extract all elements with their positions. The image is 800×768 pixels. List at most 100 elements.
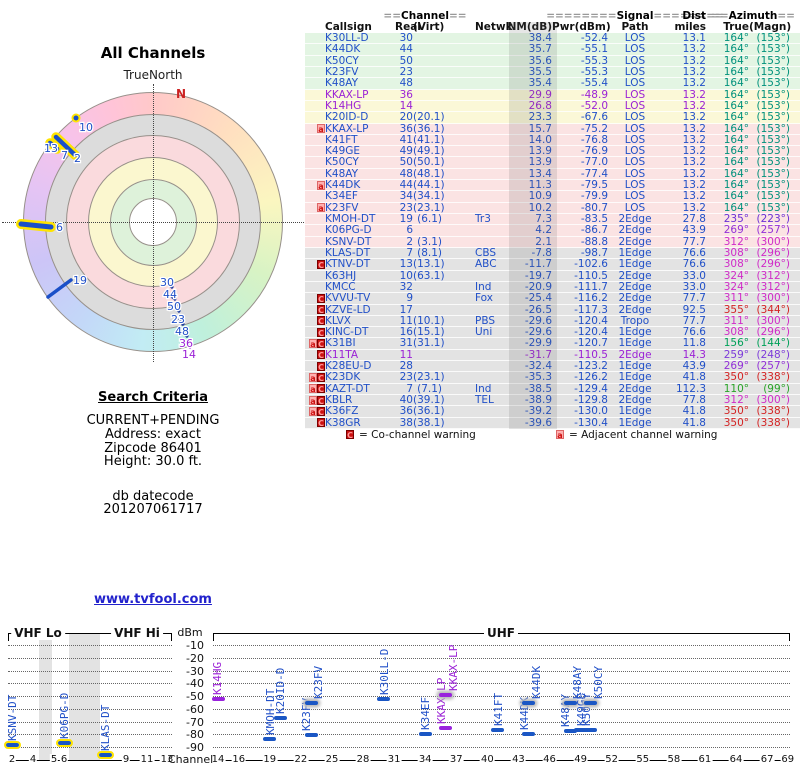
co-channel-warning-text: = Co-channel warning [359,429,476,441]
warning-flags [305,191,325,201]
adjacent-channel-warning-icon: a [309,395,317,406]
cell-mi: 77.7 [682,314,706,327]
cell-mg: (153°) [756,190,790,203]
cell-cs: K30LL-D [325,32,369,44]
warning-flags [305,214,325,224]
gridline [8,721,172,723]
cell-cs: K41FT [325,133,358,146]
cell-tr: 164° [723,77,749,90]
cell-vi: (38.1) [413,416,445,429]
gridline [213,670,790,672]
cell-mg: (300°) [756,292,790,305]
cell-mg: (312°) [756,280,790,293]
signal-label-K48AY: K48AY [559,693,573,727]
website-link[interactable]: www.tvfool.com [94,592,212,607]
band-label-uhf: UHF [484,626,518,640]
cell-tr: 324° [723,280,749,293]
cell-mg: (223°) [756,213,790,225]
column-group-dist: Dist [682,10,706,22]
cell-tr: 164° [723,88,749,101]
cell-mg: (338°) [756,405,790,418]
website-link-wrap: www.tvfool.com [0,592,306,607]
cell-nw [442,124,497,134]
cell-cs: K06PG-D [325,224,372,237]
cell-re: 7 [406,382,413,395]
cell-mi: 41.8 [682,405,706,418]
cell-re: 20 [399,111,413,124]
radar-crosshair-horizontal [2,222,306,223]
cell-cs: K48AY [325,77,359,90]
y-tick-label: -30 [186,664,204,678]
warning-flags [305,33,325,43]
cell-pa: 1Edge [618,246,652,259]
cell-nw [442,169,497,179]
cell-mg: (153°) [756,133,790,146]
column-group-signal: ========Signal======== [546,10,724,22]
cell-pa: LOS [624,111,646,124]
cell-re: 34 [399,190,413,203]
channel-tick-label: 43 [511,754,526,765]
cell-re: 17 [399,303,413,316]
cell-cs: KSNV-DT [325,235,372,248]
warning-flags [305,90,325,100]
cell-mi: 13.2 [682,111,706,124]
cell-nw [442,338,497,348]
cell-tr: 350° [723,416,749,429]
cell-pa: LOS [624,145,646,158]
db-datecode-value: 201207061717 [103,502,203,517]
cell-re: 11 [399,348,413,361]
cell-nm: -29.6 [524,326,552,339]
table-row: K50CY 50 35.6 -55.3 LOS 13.2 164° (153°) [305,55,800,67]
cell-tr: 156° [723,337,749,350]
cell-nw: Tr3 [475,213,491,225]
cell-cs: K14HG [325,99,362,112]
cell-mi: 14.3 [682,348,706,361]
cell-nm: 13.4 [528,167,552,180]
cell-nm: -29.6 [524,314,552,327]
cell-vi [413,78,442,88]
table-row: K14HG 14 26.8 -52.0 LOS 13.2 164° (153°) [305,99,800,113]
cell-vi: (49.1) [413,145,445,158]
cell-vi: (7.1) [417,382,442,395]
cell-nw [442,90,497,100]
signal-label-K34EF: K34EF [419,696,433,731]
cell-nm: -19.7 [524,269,552,282]
co-channel-warning-icon: C [317,327,325,338]
table-body: K30LL-D 30 38.4 -52.4 LOS 13.1 164° (153°) K44DK… [305,33,800,429]
table-row: K49GE 49 (49.1) 13.9 -76.9 LOS 13.2 164° (153°) [305,145,800,158]
cell-cs: K23FV [325,65,359,78]
co-channel-warning-icon: C [317,418,325,429]
signal-bar-K50CY [584,728,598,733]
cell-tr: 350° [723,405,749,418]
cell-pa: 1Edge [618,405,652,418]
cell-nw [442,225,497,235]
cell-pa: 1Edge [618,326,652,339]
adjacent-channel-warning-icon: a [309,372,317,383]
cell-nw [442,406,497,416]
signal-label-K23FV: K23FV [300,698,314,732]
signal-bar-K48AY [563,728,577,733]
column-header-re: Real [395,21,421,33]
cell-tr: 311° [723,292,749,305]
cell-nm: -11.7 [524,258,552,271]
cell-mg: (296°) [756,246,790,259]
cell-nm: 15.7 [528,122,552,135]
warning-flags: a [305,203,325,213]
cell-pw: -120.7 [574,337,608,350]
cell-pw: -80.7 [580,201,608,214]
cell-re: 48 [399,167,413,180]
signal-label-KMOH-DT: KMOH-DT [263,688,277,735]
warning-flags [305,67,325,77]
cell-tr: 350° [723,371,749,384]
table-row: C KINC-DT 16 (15.1) Uni -29.6 -120.4 1Edge 76.6 3… [305,326,800,339]
channel-tick-label: 9 [121,754,131,765]
warning-flags [305,282,325,292]
channel-tick-label: 37 [448,754,464,765]
cell-pw: -52.4 [580,32,608,44]
search-criteria-title: Search Criteria [98,390,208,405]
cell-re: 10 [399,269,413,282]
cell-vi: (41.1) [413,133,445,146]
column-header-mg: (Magn) [749,21,792,33]
